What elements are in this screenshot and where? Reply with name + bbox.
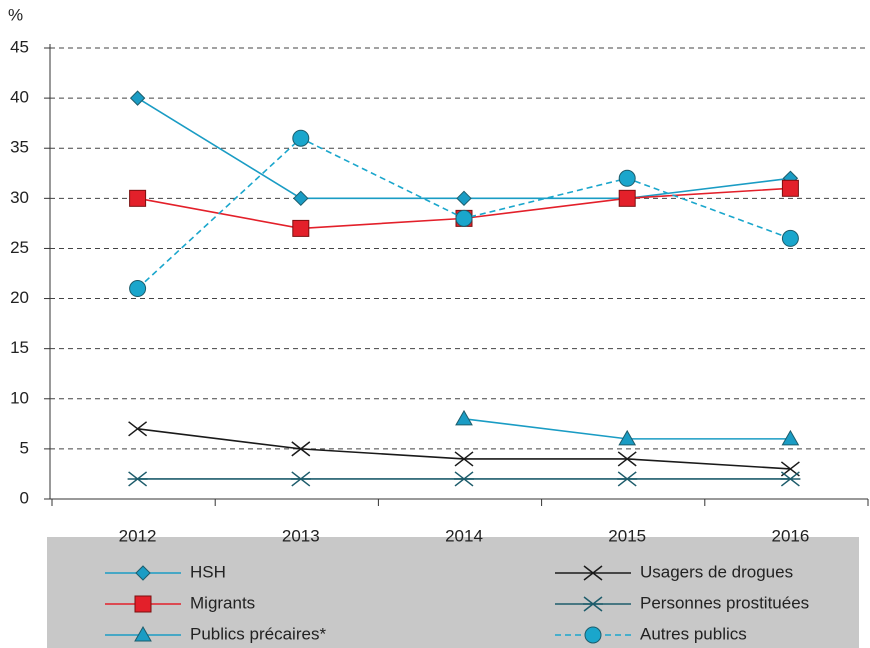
y-tick-label: 35 [10, 138, 29, 157]
data-point [293, 190, 309, 207]
legend-label: Publics précaires* [190, 624, 326, 643]
legend-label: HSH [190, 562, 226, 581]
x-tick-label: 2014 [445, 526, 483, 545]
legend-box [47, 537, 859, 648]
data-point [292, 219, 310, 237]
y-tick-label: 10 [10, 388, 29, 407]
data-point [129, 280, 147, 298]
y-tick-label: 0 [20, 488, 29, 507]
data-point [618, 429, 637, 446]
data-point [455, 409, 473, 426]
y-tick-label: 20 [10, 288, 29, 307]
legend-marker [584, 626, 602, 644]
data-point [454, 471, 474, 487]
x-tick-label: 2012 [119, 526, 157, 545]
x-tick-label: 2013 [282, 526, 320, 545]
x-tick-label: 2016 [771, 526, 809, 545]
data-point [291, 441, 311, 457]
data-point [617, 451, 637, 467]
data-point [128, 421, 148, 437]
y-tick-label: 5 [20, 438, 29, 457]
data-point [290, 471, 311, 487]
legend-label: Autres publics [640, 624, 747, 643]
y-tick-label: 45 [10, 37, 29, 56]
legend-marker [135, 565, 151, 581]
y-tick-label: 30 [10, 188, 29, 207]
legend-label: Usagers de drogues [640, 562, 793, 581]
data-point [617, 471, 638, 487]
legend-marker [583, 565, 603, 581]
data-point [780, 471, 801, 487]
data-point [454, 451, 474, 467]
legend-marker [583, 596, 603, 612]
y-tick-label: 25 [10, 238, 29, 257]
data-point [781, 179, 799, 197]
data-point [618, 189, 636, 207]
legend-label: Migrants [190, 593, 255, 612]
legend-marker [134, 625, 152, 642]
data-point [618, 169, 636, 187]
legend-marker [134, 595, 152, 613]
legend-label: Personnes prostituées [640, 593, 809, 612]
data-point [781, 229, 799, 247]
data-point [455, 209, 473, 227]
y-tick-label: 40 [10, 88, 29, 107]
x-tick-label: 2015 [608, 526, 646, 545]
data-point [781, 429, 800, 446]
y-axis-label: % [8, 5, 23, 24]
y-tick-label: 15 [10, 338, 29, 357]
data-point [456, 190, 472, 207]
data-point [129, 90, 146, 106]
data-point [292, 129, 310, 147]
data-point [127, 471, 148, 487]
data-point [129, 189, 147, 207]
